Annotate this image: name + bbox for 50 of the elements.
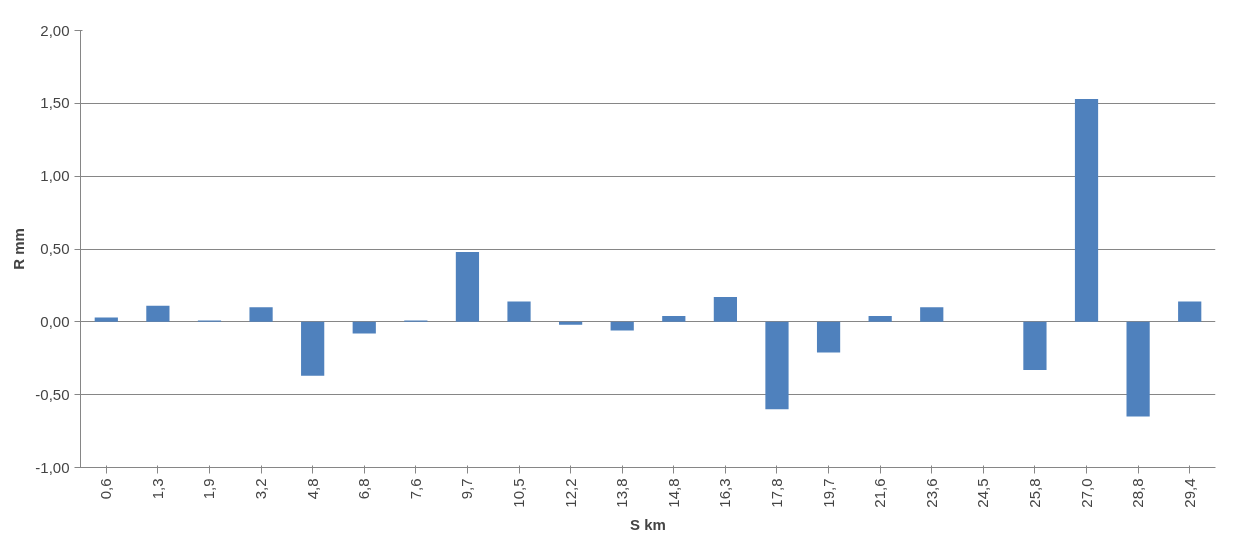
x-tick-label: 28,8 — [1129, 478, 1147, 508]
x-axis-title: S km — [630, 515, 666, 533]
bar — [920, 307, 944, 322]
bar — [1023, 321, 1047, 370]
x-tick-label: 10,5 — [510, 478, 528, 508]
bar — [94, 317, 118, 322]
x-tick-label: 7,6 — [406, 478, 424, 500]
x-tick-label: 29,4 — [1180, 478, 1198, 508]
bar — [352, 321, 376, 334]
y-tick-label: 1,00 — [40, 167, 70, 185]
y-tick-label: 2,00 — [40, 21, 70, 39]
x-tick-label: 21,6 — [871, 478, 889, 508]
y-tick-label: -1,00 — [35, 458, 70, 476]
bar — [868, 316, 892, 322]
bar — [1178, 301, 1202, 322]
x-tick-label: 12,2 — [561, 478, 579, 508]
bar — [249, 307, 273, 322]
y-tick-label: 0,00 — [40, 312, 70, 330]
x-tick-label: 27,0 — [1077, 478, 1095, 508]
x-tick-label: 1,9 — [200, 478, 218, 500]
x-tick-label: 19,7 — [819, 478, 837, 508]
bar — [816, 321, 841, 353]
bar — [1074, 98, 1099, 322]
bar — [610, 321, 634, 331]
x-tick-label: 4,8 — [303, 478, 321, 500]
bar — [765, 321, 789, 410]
bar — [146, 305, 170, 322]
x-tick-label: 3,2 — [252, 478, 270, 500]
x-tick-label: 25,8 — [1025, 478, 1043, 508]
y-axis-title: R mm — [10, 228, 28, 270]
x-tick-label: 0,6 — [97, 478, 115, 500]
x-tick-label: 9,7 — [458, 478, 476, 500]
bar — [662, 316, 686, 322]
x-tick-label: 17,8 — [767, 478, 785, 508]
x-tick-label: 16,3 — [716, 478, 734, 508]
bar — [1126, 321, 1150, 417]
bar — [559, 321, 583, 325]
bar — [301, 321, 325, 376]
bar — [507, 301, 531, 322]
x-tick-label: 6,8 — [355, 478, 373, 500]
x-tick-label: 13,8 — [613, 478, 631, 508]
x-tick-label: 14,8 — [664, 478, 682, 508]
y-tick-label: 0,50 — [40, 240, 70, 257]
bar — [713, 297, 737, 322]
x-tick-label: 1,3 — [148, 478, 166, 500]
y-tick-label: -0,50 — [35, 385, 70, 403]
x-tick-label: 23,6 — [922, 478, 940, 508]
x-tick-label: 24,5 — [974, 478, 992, 508]
y-tick-label: 1,50 — [40, 94, 70, 112]
bar — [455, 251, 480, 322]
